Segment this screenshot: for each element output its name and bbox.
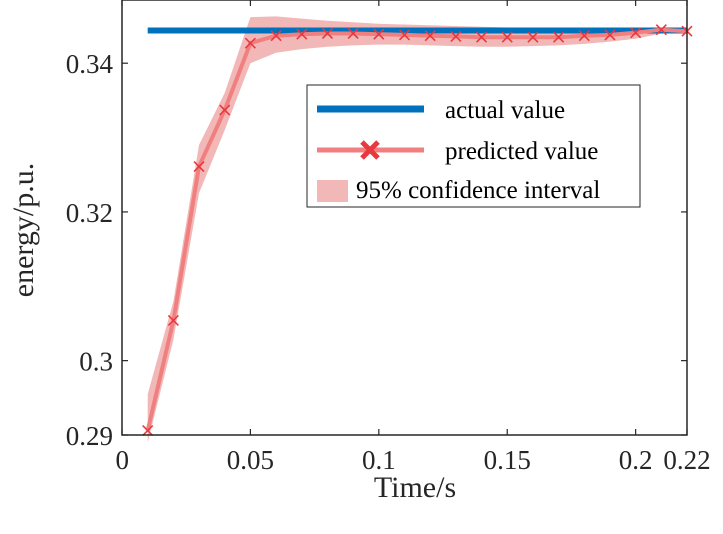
predicted-point-6	[296, 28, 308, 40]
y-tick-label-0: 0.29	[66, 421, 113, 451]
predicted-point-11	[424, 30, 436, 42]
x-tick-label-2: 0.1	[362, 445, 396, 475]
legend-label-actual: actual value	[445, 97, 565, 124]
predicted-point-2	[193, 160, 205, 173]
predicted-point-10-stroke-b	[398, 29, 411, 41]
predicted-point-19	[630, 27, 642, 39]
y-tick-label-2: 0.32	[66, 198, 113, 228]
predicted-point-12	[450, 30, 462, 43]
legend-marker-predicted	[360, 140, 380, 160]
predicted-value-line	[145, 27, 688, 431]
predicted-point-7	[321, 27, 334, 40]
predicted-point-11-stroke-b	[424, 30, 436, 42]
predicted-point-9-stroke-b	[373, 28, 385, 40]
predicted-point-5	[270, 30, 282, 42]
predicted-point-13	[475, 31, 488, 43]
predicted-point-8	[347, 27, 359, 40]
predicted-point-17	[578, 30, 590, 42]
legend-marker-cross	[360, 140, 380, 160]
predicted-point-20	[655, 24, 667, 36]
x-tick-label-3: 0.15	[484, 445, 531, 475]
predicted-point-14-stroke-b	[501, 31, 513, 43]
legend: actual value predicted value 95% confide…	[306, 84, 641, 208]
predicted-point-2-stroke-b	[193, 160, 205, 173]
predicted-point-6-stroke-b	[296, 28, 308, 40]
legend-marker-cross-stroke-b	[360, 140, 380, 160]
predicted-point-0-stroke-b	[142, 424, 154, 437]
x-tick-label-4: 0.2	[619, 445, 653, 475]
x-tick-label-5: 0.22	[663, 445, 710, 475]
predicted-point-17-stroke-b	[578, 30, 590, 42]
y-tick-label-3: 0.34	[66, 49, 114, 79]
predicted-point-7-stroke-b	[321, 27, 334, 40]
predicted-point-1	[167, 314, 179, 327]
predicted-point-10	[398, 29, 411, 41]
predicted-point-19-stroke-b	[630, 27, 642, 39]
legend-label-predicted: predicted value	[445, 138, 598, 165]
predicted-point-4-stroke-b	[244, 37, 256, 49]
predicted-point-5-stroke-b	[270, 30, 282, 42]
legend-swatch-ci	[317, 180, 348, 202]
predicted-point-18-stroke-b	[604, 29, 616, 41]
plot-background	[122, 0, 687, 435]
predicted-point-4	[244, 37, 256, 49]
predicted-point-14	[501, 31, 513, 43]
predicted-point-15	[527, 31, 539, 43]
predicted-point-12-stroke-b	[450, 30, 462, 43]
predicted-point-1-stroke-b	[167, 314, 179, 327]
predicted-point-8-stroke-b	[347, 27, 359, 40]
predicted-point-15-stroke-b	[527, 31, 539, 43]
predicted-point-20-stroke-b	[655, 24, 667, 36]
x-tick-label-0: 0	[116, 445, 130, 475]
x-axis-label: Time/s	[374, 471, 456, 504]
tick-layer: 0 0.05 0.1 0.15 0.2 0.22 0.29 0.3 0.32 0.34	[66, 0, 711, 475]
data-layer	[142, 16, 693, 443]
predicted-point-16	[553, 31, 565, 43]
y-axis-label: energy/p.u.	[7, 163, 40, 297]
y-tick-label-1: 0.3	[79, 347, 113, 377]
legend-label-ci: 95% confidence interval	[356, 177, 600, 204]
predicted-point-3-stroke-b	[219, 104, 231, 116]
predicted-point-18	[604, 29, 616, 41]
plot-frame	[121, 0, 688, 436]
x-tick-label-1: 0.05	[227, 445, 274, 475]
predicted-point-16-stroke-b	[553, 31, 565, 43]
predicted-point-9	[373, 28, 385, 40]
predicted-point-3	[219, 104, 231, 116]
predicted-point-13-stroke-b	[475, 31, 488, 43]
predicted-point-0	[142, 424, 154, 437]
